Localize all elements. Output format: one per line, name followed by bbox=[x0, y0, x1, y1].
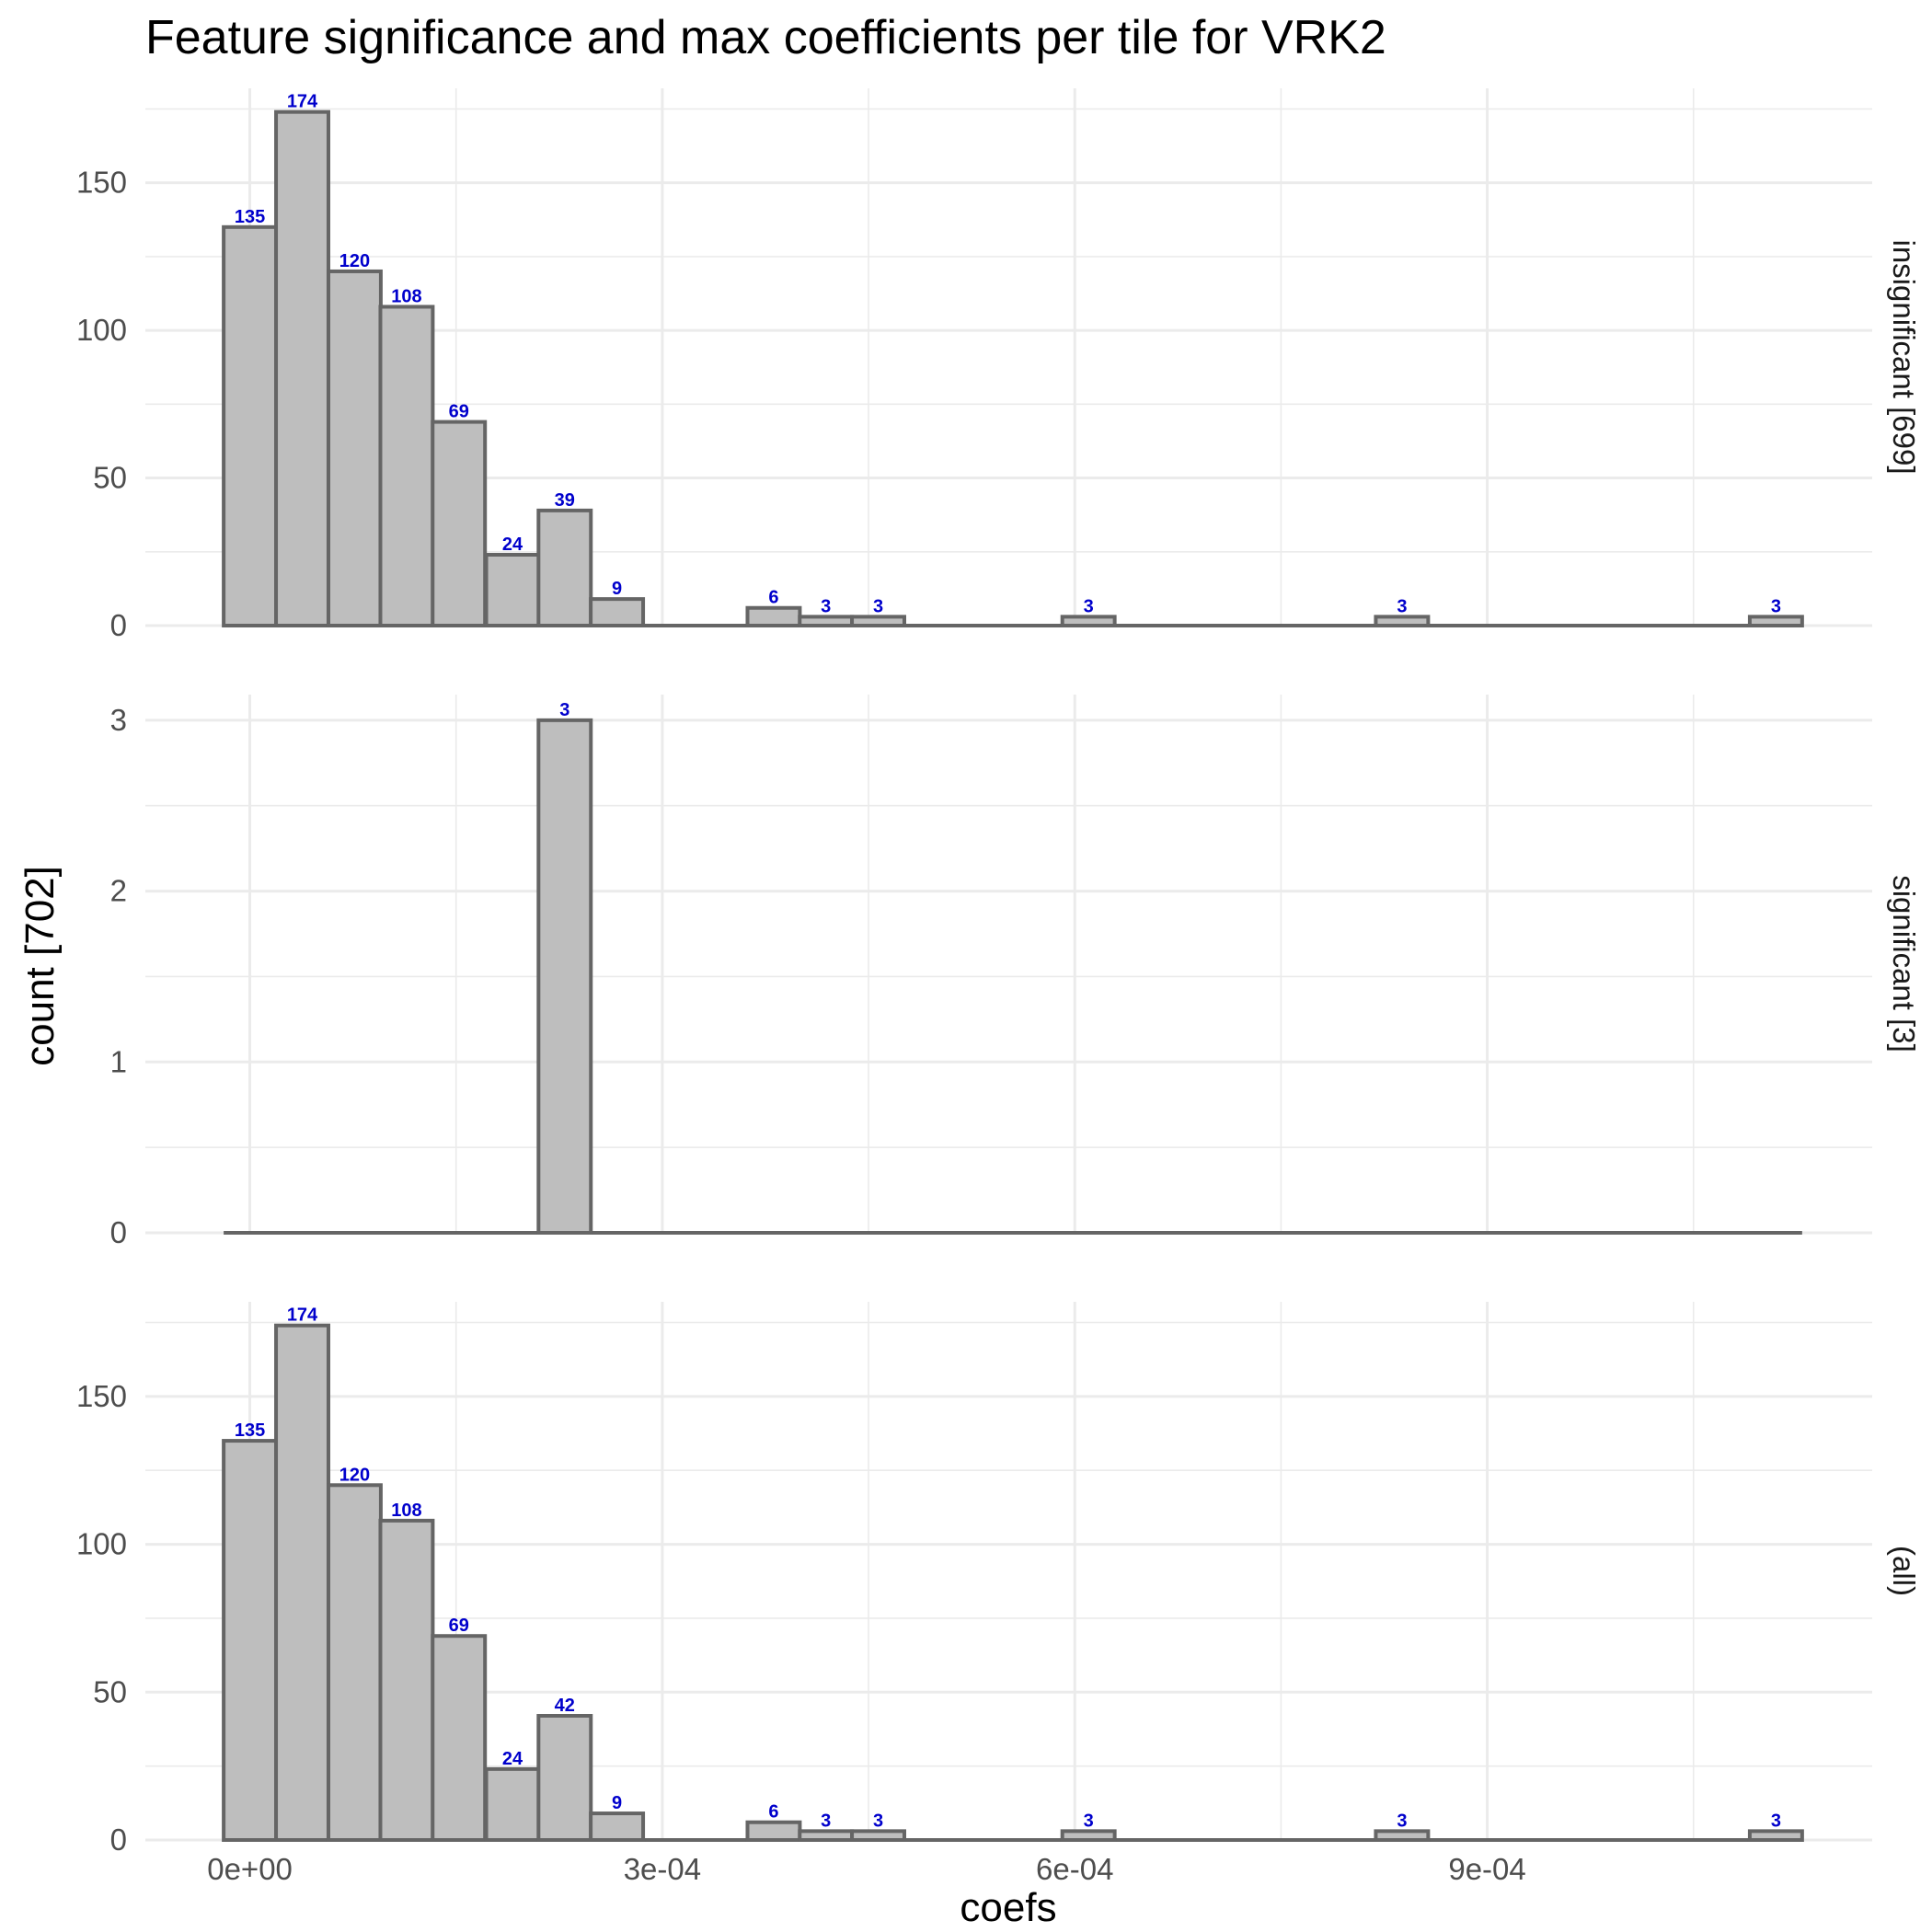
bar-count-label: 3 bbox=[1771, 1811, 1781, 1831]
y-tick-label: 0 bbox=[110, 1823, 127, 1857]
bar-count-label: 69 bbox=[449, 1616, 469, 1636]
histogram-bar bbox=[798, 1829, 855, 1843]
histogram-bar bbox=[1374, 1829, 1431, 1843]
x-tick-label: 9e-04 bbox=[1448, 1852, 1525, 1886]
bar-count-label: 3 bbox=[1084, 596, 1094, 616]
histogram-bar bbox=[589, 597, 646, 627]
histogram-bar bbox=[431, 1634, 488, 1842]
histogram-bar bbox=[798, 615, 855, 627]
bar-count-label: 174 bbox=[287, 1305, 318, 1326]
chart-title: Feature significance and max coefficient… bbox=[145, 11, 1386, 64]
histogram-bar bbox=[850, 1829, 906, 1843]
bar-count-label: 135 bbox=[235, 1420, 265, 1441]
bar-count-label: 3 bbox=[1771, 596, 1781, 616]
x-axis-ticks: 0e+00 3e-04 6e-04 9e-04 bbox=[207, 1852, 1526, 1886]
histogram-bar bbox=[1747, 1829, 1804, 1843]
histogram-bar bbox=[222, 224, 279, 627]
histogram-bar bbox=[850, 615, 906, 627]
y-tick-label: 100 bbox=[76, 313, 127, 347]
histogram-bar bbox=[536, 1714, 593, 1842]
bar-count-label: 24 bbox=[502, 1749, 523, 1769]
histogram-bar bbox=[536, 718, 593, 1235]
histogram-bar bbox=[745, 1820, 802, 1842]
y-tick-label: 2 bbox=[110, 874, 127, 908]
histogram-bar bbox=[326, 1483, 383, 1843]
y-tick-label: 1 bbox=[110, 1044, 127, 1078]
facet-panel-2: 0 50 100 150 135 174 120 108 69 24 42 9 6 3 3 3 3 3 (all) bbox=[76, 1302, 1921, 1857]
histogram-bar bbox=[1060, 1829, 1117, 1843]
y-axis-title: count [702] bbox=[17, 866, 63, 1066]
bar-count-label: 3 bbox=[559, 700, 569, 720]
bar-count-label: 3 bbox=[821, 596, 831, 616]
bar-count-label: 39 bbox=[555, 490, 575, 511]
histogram-bar bbox=[484, 1766, 541, 1843]
x-tick-label: 0e+00 bbox=[207, 1852, 293, 1886]
bar-count-label: 3 bbox=[873, 596, 883, 616]
facet-strip-label: insignificant [699] bbox=[1887, 240, 1921, 475]
histogram-bar bbox=[378, 1518, 435, 1843]
facet-strip-label: (all) bbox=[1887, 1546, 1921, 1596]
y-tick-label: 0 bbox=[110, 1215, 127, 1249]
facet-strip-label: significant [3] bbox=[1887, 875, 1921, 1052]
facet-panel-1: 0 1 2 3 3 significant [3] bbox=[110, 695, 1921, 1249]
y-tick-label: 0 bbox=[110, 608, 127, 642]
bar-count-label: 69 bbox=[449, 402, 469, 422]
histogram-bar bbox=[1747, 615, 1804, 627]
y-tick-label: 50 bbox=[93, 1674, 127, 1708]
y-tick-label: 3 bbox=[110, 703, 127, 737]
histogram-bar bbox=[222, 1439, 279, 1842]
histogram-bar bbox=[1060, 615, 1117, 627]
x-tick-label: 3e-04 bbox=[624, 1852, 701, 1886]
histogram-bar bbox=[274, 109, 330, 627]
bar-count-label: 120 bbox=[339, 1465, 370, 1485]
histogram-bar bbox=[536, 508, 593, 627]
y-tick-label: 150 bbox=[76, 1379, 127, 1413]
bar-count-label: 9 bbox=[612, 1793, 622, 1813]
bar-count-label: 3 bbox=[1397, 596, 1407, 616]
facet-panel-0: 0 50 100 150 135 174 120 108 69 24 39 9 6 3 3 3 3 3 insign… bbox=[76, 88, 1921, 642]
bar-count-label: 3 bbox=[873, 1811, 883, 1831]
bar-count-label: 42 bbox=[555, 1696, 575, 1716]
bar-count-label: 3 bbox=[1084, 1811, 1094, 1831]
bar-count-label: 108 bbox=[391, 286, 421, 306]
bar-count-label: 3 bbox=[1397, 1811, 1407, 1831]
histogram-bar bbox=[326, 269, 383, 627]
histogram-bar bbox=[745, 605, 802, 627]
bar-count-label: 174 bbox=[287, 92, 318, 112]
histogram-bar bbox=[274, 1323, 330, 1842]
histogram-bar bbox=[589, 1811, 646, 1842]
x-tick-label: 6e-04 bbox=[1036, 1852, 1113, 1886]
bar-count-label: 3 bbox=[821, 1811, 831, 1831]
bar-count-label: 120 bbox=[339, 251, 370, 271]
histogram-bar bbox=[1374, 615, 1431, 627]
y-tick-label: 150 bbox=[76, 166, 127, 200]
bar-count-label: 6 bbox=[768, 588, 778, 608]
histogram-bar bbox=[431, 420, 488, 628]
y-tick-label: 50 bbox=[93, 461, 127, 495]
bar-count-label: 135 bbox=[235, 207, 265, 227]
x-axis-title: coefs bbox=[960, 1885, 1056, 1930]
bar-count-label: 108 bbox=[391, 1501, 421, 1521]
histogram-bar bbox=[378, 305, 435, 627]
y-tick-label: 100 bbox=[76, 1527, 127, 1561]
bar-count-label: 6 bbox=[768, 1802, 778, 1823]
bar-count-label: 9 bbox=[612, 579, 622, 599]
histogram-bar bbox=[484, 552, 541, 627]
bar-count-label: 24 bbox=[502, 535, 523, 555]
